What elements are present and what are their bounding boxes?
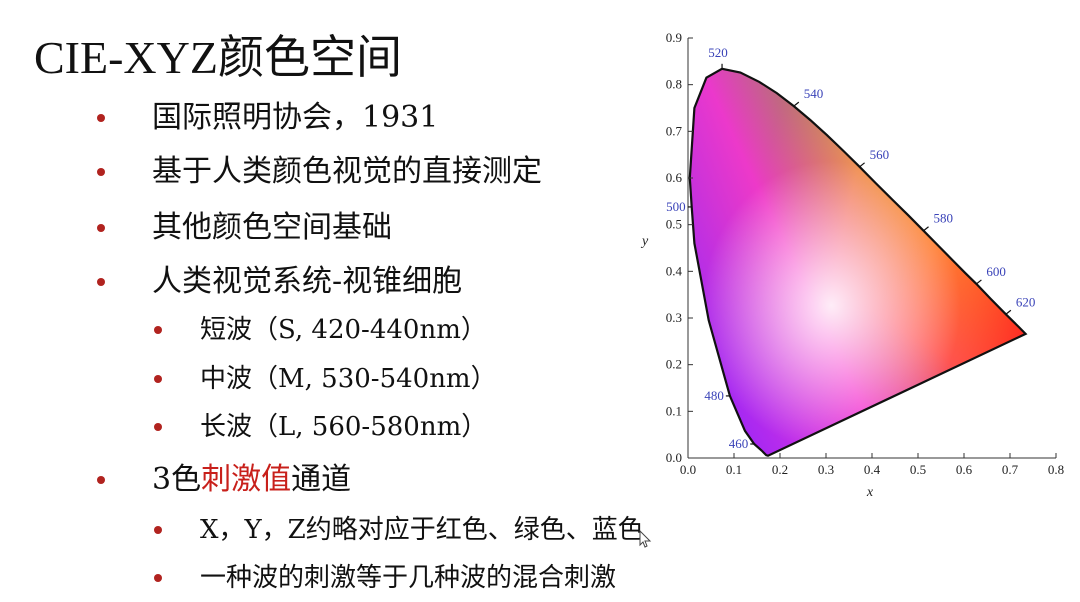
sub-bullet-item: 一种波的刺激等于几种波的混合刺激 (154, 560, 617, 596)
mouse-cursor-icon (639, 530, 652, 548)
y-tick-label: 0.7 (666, 123, 683, 138)
wavelength-label: 540 (804, 86, 824, 101)
wavelength-label: 560 (870, 147, 890, 162)
chromaticity-diagram: 460 480 500 520 540 560 580 600 620 0.0 0.1 0.2 0.3… (640, 30, 1064, 500)
y-tick-label: 0.4 (666, 263, 683, 278)
x-tick-label: 0.3 (818, 462, 834, 477)
wavelength-label: 500 (666, 199, 686, 214)
y-tick-label: 0.8 (666, 77, 682, 92)
bullet-dot (97, 476, 105, 484)
spectral-locus (688, 67, 1028, 457)
bullet-text: 国际照明协会，1931 (152, 100, 439, 135)
tick-labels: 0.0 0.1 0.2 0.3 0.4 0.5 0.6 0.7 0.8 0.0 0.1 0.2 0.3 0… (666, 30, 1064, 477)
bullet-dot (97, 114, 105, 122)
wavelength-labels: 460 480 500 520 540 560 580 600 620 (666, 45, 1035, 451)
y-tick-label: 0.1 (666, 403, 682, 418)
y-tick-label: 0.6 (666, 170, 683, 185)
bullet-item: 3色刺激值通道 (97, 460, 352, 500)
wavelength-tick (976, 279, 982, 285)
x-tick-label: 0.8 (1048, 462, 1064, 477)
bullet-dot (154, 526, 162, 534)
x-tick-label: 0.2 (772, 462, 788, 477)
wavelength-label: 480 (704, 388, 724, 403)
x-tick-label: 0.4 (864, 462, 881, 477)
bullet-prefix: 3色 (152, 462, 202, 497)
bullet-text: 短波（S, 420-440nm） (200, 315, 487, 345)
bullet-dot (154, 375, 162, 383)
bullet-item: 国际照明协会，1931 (97, 98, 439, 138)
bullet-text: 长波（L, 560-580nm） (200, 412, 488, 442)
sub-bullet-item: 中波（M, 530-540nm） (154, 361, 497, 397)
bullet-text: 一种波的刺激等于几种波的混合刺激 (200, 563, 617, 593)
wavelength-label: 520 (708, 45, 728, 60)
wavelength-tick (1005, 309, 1012, 315)
bullet-suffix: 通道 (291, 462, 352, 497)
bullet-dot (97, 168, 105, 176)
y-tick-label: 0.5 (666, 217, 682, 232)
sub-bullet-item: 短波（S, 420-440nm） (154, 312, 487, 348)
y-tick-label: 0.2 (666, 357, 682, 372)
bullet-text: 基于人类颜色视觉的直接测定 (152, 154, 542, 189)
bullet-dot (154, 574, 162, 582)
bullet-text: 其他颜色空间基础 (152, 210, 392, 245)
wavelength-tick (859, 162, 865, 168)
y-axis-label: y (640, 234, 649, 249)
sub-bullet-item: 长波（L, 560-580nm） (154, 409, 488, 445)
bullet-highlight: 刺激值 (201, 462, 292, 497)
sub-bullet-item: X，Y，Z约略对应于红色、绿色、蓝色 (154, 512, 644, 548)
bullet-dot (97, 224, 105, 232)
bullet-dot (154, 423, 162, 431)
x-tick-label: 0.6 (956, 462, 973, 477)
x-tick-label: 0.5 (910, 462, 926, 477)
wavelength-label: 620 (1016, 294, 1036, 309)
y-tick-label: 0.9 (666, 30, 682, 45)
bullet-item: 基于人类颜色视觉的直接测定 (97, 152, 542, 192)
x-tick-label: 0.1 (726, 462, 742, 477)
bullet-item: 人类视觉系统-视锥细胞 (97, 262, 463, 302)
bullet-dot (154, 326, 162, 334)
x-axis-label: x (866, 485, 874, 500)
x-tick-label: 0.7 (1002, 462, 1019, 477)
bullet-text: 中波（M, 530-540nm） (200, 364, 497, 394)
bullet-item: 其他颜色空间基础 (97, 208, 392, 248)
bullet-dot (97, 278, 105, 286)
y-tick-label: 0.0 (666, 450, 682, 465)
bullet-text: X，Y，Z约略对应于红色、绿色、蓝色 (200, 515, 644, 545)
wavelength-label: 600 (986, 264, 1006, 279)
x-tick-label: 0.0 (680, 462, 696, 477)
y-tick-label: 0.3 (666, 310, 682, 325)
bullet-text: 人类视觉系统-视锥细胞 (152, 264, 463, 299)
wavelength-label: 460 (729, 436, 749, 451)
wavelength-label: 580 (934, 211, 954, 226)
slide-title: CIE-XYZ颜色空间 (34, 32, 402, 83)
wavelength-tick (923, 226, 929, 232)
wavelength-tick (793, 101, 800, 107)
